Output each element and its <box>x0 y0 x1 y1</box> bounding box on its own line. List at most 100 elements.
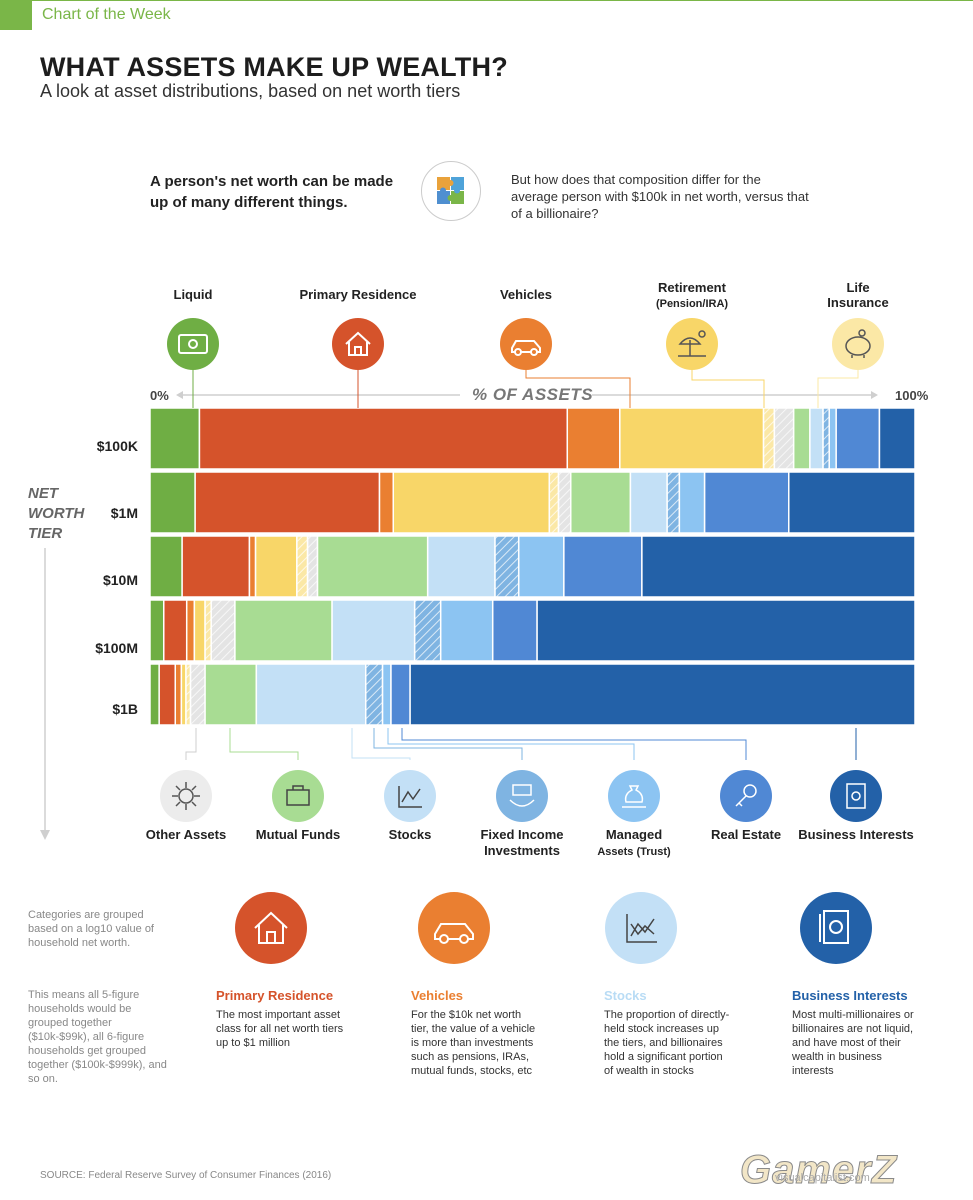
bar-segment-fixed-income-investments-10m <box>494 535 520 598</box>
bar-segment-life-insurance-100k <box>762 408 776 470</box>
card-body-business-interests: Most multi-millionaires or billionaires … <box>792 1009 914 1077</box>
bar-segment-real-estate-1m <box>703 471 790 534</box>
label-life-insurance: Life Insurance <box>827 280 889 310</box>
money-bag-icon <box>608 770 660 822</box>
bar-segment-business-interests-1m <box>788 471 915 534</box>
stacked-bar-chart <box>150 408 915 726</box>
bar-segment-primary-residence-10m <box>181 535 251 598</box>
bar-segment-other-assets-100k <box>773 408 795 470</box>
axis-100-label: 100% <box>895 388 929 403</box>
card-house-icon <box>235 892 307 964</box>
bar-segment-business-interests-100k <box>878 408 915 470</box>
label-mutual-funds: Mutual Funds <box>255 827 341 842</box>
bar-segment-other-assets-1b <box>189 663 206 726</box>
bar-segment-mutual-funds-100m <box>234 599 333 662</box>
certificate-icon <box>830 770 882 822</box>
bar-segment-real-estate-100m <box>491 599 538 662</box>
bar-segment-liquid-10m <box>150 535 183 598</box>
beach-umbrella-icon <box>666 318 718 370</box>
card-body-primary-residence: The most important asset class for all n… <box>216 1009 344 1049</box>
chart-of-week-tag: Chart of the Week <box>0 0 973 30</box>
connector-lines <box>176 370 878 760</box>
source-note: SOURCE: Federal Reserve Survey of Consum… <box>40 1170 332 1181</box>
bar-segment-retirement-pension-ira--100k <box>619 408 765 470</box>
fixed-income-icon <box>496 770 548 822</box>
card-body-stocks: The proportion of directly-held stock in… <box>604 1009 730 1077</box>
bar-segment-stocks-100k <box>809 408 824 470</box>
bar-segment-other-assets-10m <box>306 535 319 598</box>
bar-segment-vehicles-100k <box>566 408 621 470</box>
bar-segment-fixed-income-investments-1b <box>364 663 384 726</box>
label-stocks: Stocks <box>388 827 432 842</box>
bar-segment-real-estate-1b <box>390 663 411 726</box>
card-title-business-interests: Business Interests <box>792 988 908 1003</box>
bar-segment-retirement-pension-ira--1m <box>392 471 551 534</box>
card-title-stocks: Stocks <box>604 988 647 1003</box>
intro-left-text: A person's net worth can be made up of m… <box>150 173 394 211</box>
bar-segment-managed-assets-trust--10m <box>517 535 565 598</box>
briefcase-icon <box>272 770 324 822</box>
label-liquid: Liquid <box>173 287 213 302</box>
bar-segment-vehicles-1b <box>174 663 183 726</box>
bar-segment-vehicles-100m <box>185 599 196 662</box>
card-certificate-icon <box>800 892 872 964</box>
note-grouping: This means all 5-figure households would… <box>28 989 167 1085</box>
label-business-interests: Business Interests <box>798 827 914 842</box>
label-fixed-income: Fixed Income Investments <box>480 827 564 858</box>
bar-segment-managed-assets-trust--1m <box>678 471 706 534</box>
bar-segment-fixed-income-investments-1m <box>666 471 681 534</box>
card-body-vehicles: For the $10k net worth tier, the value o… <box>411 1009 536 1077</box>
tier-axis-title: NET WORTH TIER <box>28 485 85 542</box>
bar-segment-life-insurance-100m <box>204 599 212 662</box>
note-log10: Categories are grouped based on a log10 … <box>28 909 154 949</box>
key-icon <box>720 770 772 822</box>
tier-label-1b: $1B <box>112 701 138 717</box>
bar-segment-business-interests-100m <box>536 599 915 662</box>
axis-title: % OF ASSETS <box>472 385 594 404</box>
label-real-estate: Real Estate <box>710 827 782 842</box>
bar-segment-primary-residence-100m <box>163 599 188 662</box>
tier-label-1m: $1M <box>110 505 138 521</box>
label-retirement: Retirement (Pension/IRA) <box>655 280 729 310</box>
liquid-icon <box>167 318 219 370</box>
bar-segment-primary-residence-1m <box>194 471 381 534</box>
house-icon <box>332 318 384 370</box>
bar-segment-stocks-10m <box>426 535 496 598</box>
bar-segment-mutual-funds-100k <box>792 408 811 470</box>
card-stock-icon <box>605 892 677 964</box>
bar-segment-fixed-income-investments-100k <box>822 408 830 470</box>
bar-segment-other-assets-100m <box>210 599 236 662</box>
bar-segment-stocks-1m <box>629 471 668 534</box>
brand-url: visualcapitalist.com <box>775 1172 870 1184</box>
card-car-icon <box>418 892 490 964</box>
bar-segment-mutual-funds-1b <box>204 663 258 726</box>
bar-segment-managed-assets-trust--100k <box>828 408 837 470</box>
bar-segment-mutual-funds-1m <box>570 471 632 534</box>
bar-segment-life-insurance-10m <box>296 535 309 598</box>
bar-segment-liquid-1b <box>150 663 160 726</box>
bar-segment-liquid-100m <box>150 599 165 662</box>
card-title-vehicles: Vehicles <box>411 988 464 1003</box>
car-icon <box>500 318 552 370</box>
bar-segment-vehicles-1m <box>378 471 395 534</box>
page-subtitle: A look at asset distributions, based on … <box>40 81 461 101</box>
puzzle-icon <box>421 161 481 221</box>
card-title-primary-residence: Primary Residence <box>216 988 334 1003</box>
page-title: WHAT ASSETS MAKE UP WEALTH? <box>40 52 508 82</box>
bar-segment-liquid-100k <box>150 408 201 470</box>
bar-segment-real-estate-100k <box>835 408 881 470</box>
label-managed-assets: Managed Assets (Trust) <box>597 827 671 858</box>
bar-segment-managed-assets-trust--1b <box>381 663 392 726</box>
bar-segment-fixed-income-investments-100m <box>413 599 442 662</box>
label-other-assets: Other Assets <box>145 827 227 842</box>
tag-text: Chart of the Week <box>42 6 171 23</box>
piggy-bank-icon <box>832 318 884 370</box>
bar-segment-real-estate-10m <box>563 535 643 598</box>
bar-segment-primary-residence-1b <box>158 663 176 726</box>
tier-label-100k: $100K <box>96 438 138 454</box>
intro-right-text: But how does that composition differ for… <box>511 172 809 221</box>
bar-segment-retirement-pension-ira--100m <box>193 599 206 662</box>
stock-chart-icon <box>384 770 436 822</box>
bar-segment-life-insurance-1m <box>548 471 560 534</box>
axis-0-label: 0% <box>150 388 169 403</box>
